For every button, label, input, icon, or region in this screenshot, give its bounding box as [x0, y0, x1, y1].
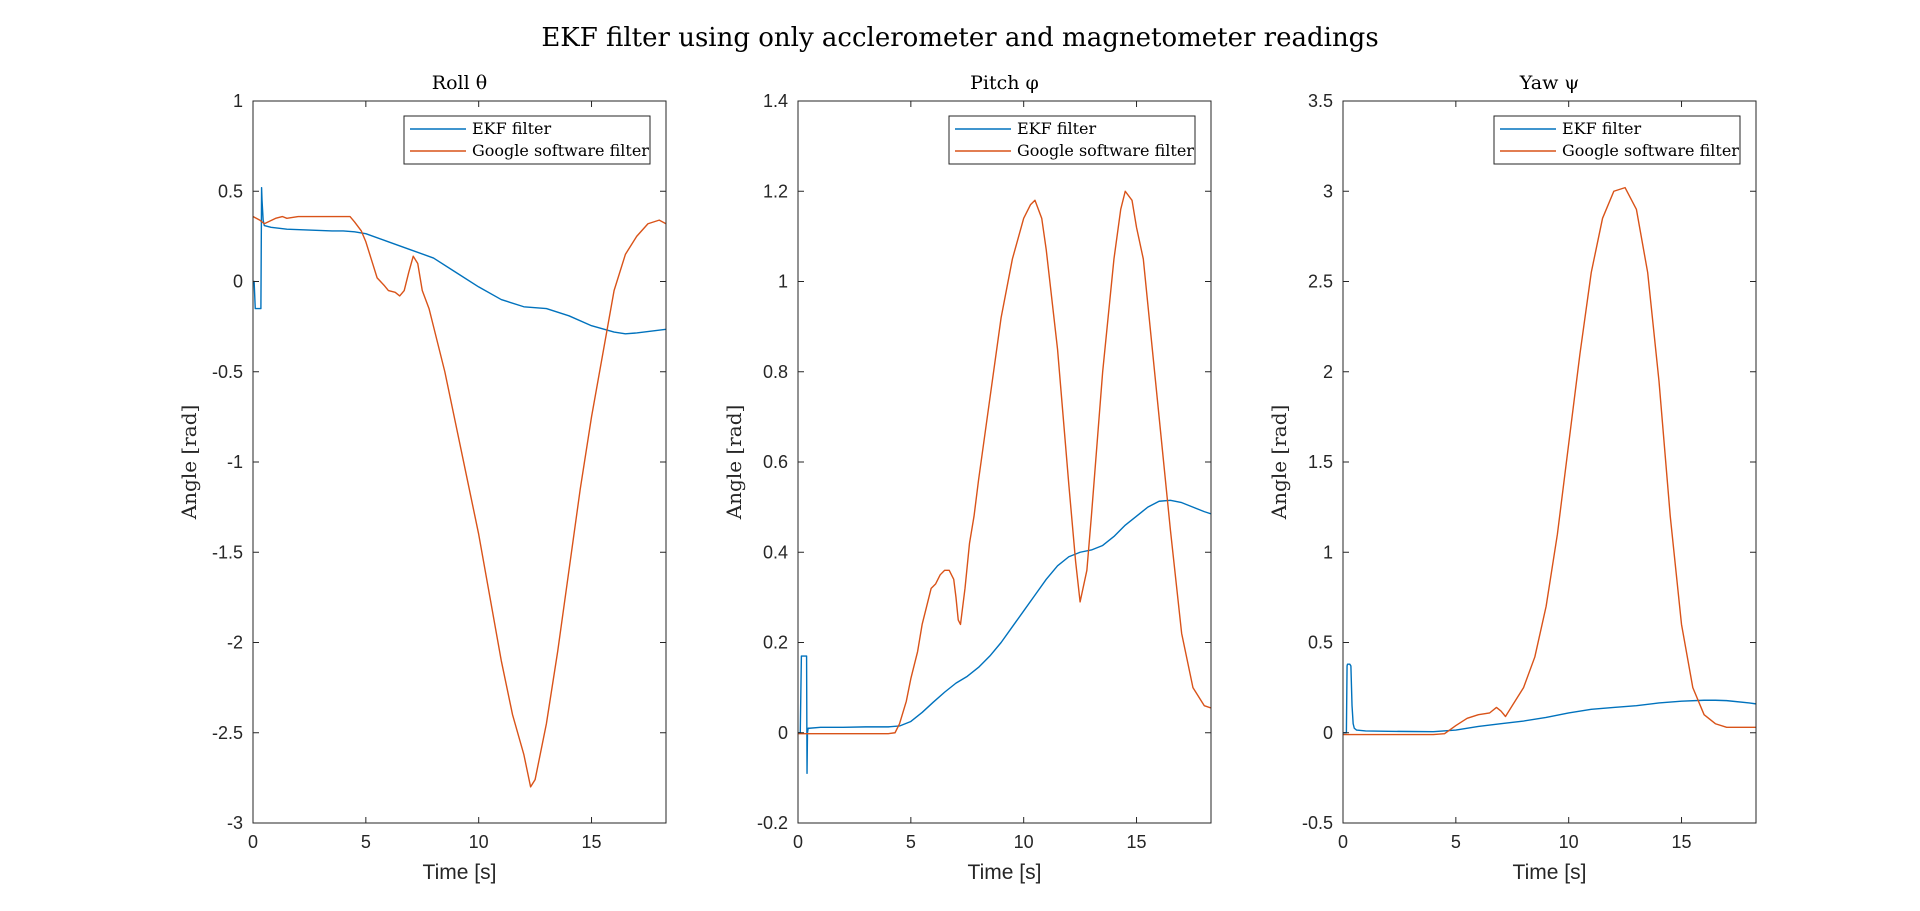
- y-tick-label: 0.4: [763, 542, 788, 562]
- x-tick-label: 0: [1338, 832, 1348, 852]
- chart-panel-1: 0 5 10 15 -3 -2.5 -2 -1.5 -1 -0.5 0 0.5 1 Roll θ Time …: [177, 72, 667, 884]
- x-tick-label: 5: [1451, 832, 1461, 852]
- legend-entry: Google software filter: [472, 141, 649, 160]
- y-tick-label: 1: [778, 272, 788, 292]
- ekf-filter-line: [253, 186, 666, 335]
- y-axis-label: Angle [rad]: [1267, 405, 1291, 521]
- legend-box: [403, 115, 651, 165]
- y-tick-label: -2.5: [212, 723, 243, 743]
- y-tick-label: 0: [778, 723, 788, 743]
- y-tick-label: 1.4: [763, 91, 788, 111]
- google-software-filter-line: [798, 190, 1211, 735]
- y-tick-label: 0: [233, 272, 243, 292]
- y-tick-label: 0: [1323, 723, 1333, 743]
- panel-title: Yaw ψ: [1519, 72, 1580, 94]
- legend: EKF filter Google software filter: [948, 115, 1196, 165]
- x-axis-label: Time [s]: [968, 861, 1042, 884]
- legend-entry: EKF filter: [472, 119, 552, 138]
- plot-area: [1343, 101, 1756, 823]
- y-tick-label: 1.2: [763, 181, 788, 201]
- panel-title: Roll θ: [432, 72, 487, 94]
- y-axis-label: Angle [rad]: [177, 405, 201, 521]
- y-tick-label: -1.5: [212, 542, 243, 562]
- y-tick-label: 1: [233, 91, 243, 111]
- legend-entry: EKF filter: [1017, 119, 1097, 138]
- y-tick-label: 2.5: [1308, 272, 1333, 292]
- y-tick-label: 0.2: [763, 633, 788, 653]
- legend-entry: Google software filter: [1017, 141, 1194, 160]
- ekf-filter-line: [798, 499, 1211, 775]
- x-tick-label: 5: [906, 832, 916, 852]
- x-tick-label: 15: [582, 832, 602, 852]
- x-axis-label: Time [s]: [1513, 861, 1587, 884]
- figure-title: EKF filter using only acclerometer and m…: [541, 23, 1378, 53]
- panel-title: Pitch φ: [970, 72, 1039, 94]
- y-tick-label: -1: [227, 452, 243, 472]
- google-software-filter-line: [253, 215, 666, 788]
- x-tick-label: 0: [248, 832, 258, 852]
- y-tick-label: 1.5: [1308, 452, 1333, 472]
- ekf-filter-line: [1343, 663, 1756, 734]
- y-axis-label: Angle [rad]: [722, 405, 746, 521]
- google-software-filter-line: [1343, 186, 1756, 736]
- y-tick-label: -0.5: [1302, 813, 1333, 833]
- x-tick-label: 0: [793, 832, 803, 852]
- plot-area: [253, 101, 666, 823]
- x-tick-label: 5: [361, 832, 371, 852]
- y-tick-label: 3.5: [1308, 91, 1333, 111]
- y-tick-label: -0.2: [757, 813, 788, 833]
- x-tick-label: 10: [1559, 832, 1579, 852]
- x-tick-label: 10: [1014, 832, 1034, 852]
- plot-area: [798, 101, 1211, 823]
- y-tick-label: 0.5: [218, 181, 243, 201]
- y-tick-label: 0.6: [763, 452, 788, 472]
- y-tick-label: 3: [1323, 181, 1333, 201]
- x-tick-label: 15: [1672, 832, 1692, 852]
- y-tick-label: 2: [1323, 362, 1333, 382]
- y-tick-label: 1: [1323, 542, 1333, 562]
- x-tick-label: 10: [469, 832, 489, 852]
- y-tick-label: 0.5: [1308, 633, 1333, 653]
- x-tick-label: 15: [1127, 832, 1147, 852]
- legend: EKF filter Google software filter: [1493, 115, 1741, 165]
- legend: EKF filter Google software filter: [403, 115, 651, 165]
- legend-entry: EKF filter: [1562, 119, 1642, 138]
- y-tick-label: -3: [227, 813, 243, 833]
- x-axis-label: Time [s]: [423, 861, 497, 884]
- y-tick-label: -0.5: [212, 362, 243, 382]
- y-tick-label: 0.8: [763, 362, 788, 382]
- legend-entry: Google software filter: [1562, 141, 1739, 160]
- legend-box: [948, 115, 1196, 165]
- y-tick-label: -2: [227, 633, 243, 653]
- legend-box: [1493, 115, 1741, 165]
